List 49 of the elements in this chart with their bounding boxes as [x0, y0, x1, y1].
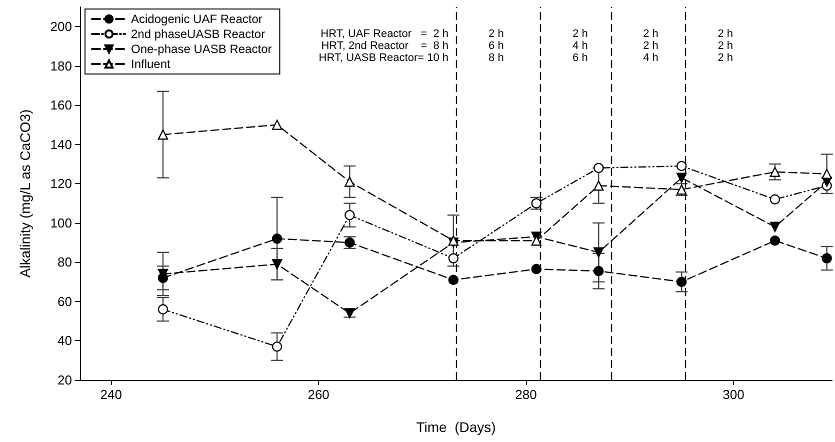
point [676, 276, 687, 287]
point [531, 264, 542, 274]
annotation: HRT, UAF Reactor = 2 h HRT, 2nd Reactor = 8 h HRT, UASB Reactor= 10 h [318, 28, 449, 64]
point [594, 162, 604, 174]
y-tick-label: 80 [58, 254, 72, 270]
x-tick-label: 300 [722, 387, 744, 402]
point [448, 274, 459, 285]
annotation: 2 h 2 h 4 h [643, 28, 658, 64]
annotation: 2 h 6 h 8 h [488, 28, 504, 64]
legend-label: One-phase UASB Reactor [131, 42, 272, 56]
x-tick-label: 280 [515, 387, 537, 402]
legend-label: 2nd phaseUASB Reactor [131, 27, 266, 41]
x-tick-label: 260 [308, 387, 330, 402]
y-tick-label: 200 [50, 19, 72, 34]
y-tick-label: 180 [50, 58, 72, 74]
point [770, 222, 780, 232]
point [676, 160, 687, 172]
point [594, 180, 604, 191]
annotation: 2 h 2 h 2 h [718, 28, 734, 64]
point [344, 176, 355, 187]
y-tick-label: 20 [58, 372, 72, 388]
point [770, 166, 780, 178]
point [158, 304, 168, 314]
point [272, 342, 282, 352]
y-axis-title: Alkalinity (mg/L as CaCO3) [17, 109, 33, 278]
point [448, 253, 459, 264]
point [594, 266, 604, 276]
legend-label: Acidogenic UAF Reactor [131, 12, 262, 26]
annotation: 2 h 4 h 6 h [572, 28, 588, 64]
point [272, 120, 282, 130]
point [676, 172, 687, 183]
point [594, 247, 604, 258]
point [822, 168, 832, 179]
point [770, 236, 780, 246]
y-tick-label: 100 [50, 215, 72, 230]
point [272, 259, 282, 270]
point [822, 253, 832, 264]
point [158, 130, 168, 140]
x-axis-title: Time (Days) [416, 419, 496, 435]
point [344, 210, 355, 220]
y-tick-label: 40 [58, 333, 72, 348]
y-tick-label: 120 [50, 176, 72, 192]
x-tick-label: 240 [100, 387, 122, 402]
y-tick-label: 160 [50, 98, 72, 113]
y-tick-label: 140 [50, 136, 72, 152]
y-tick-label: 60 [58, 294, 72, 309]
legend-label: Influent [131, 57, 172, 71]
point [272, 234, 282, 244]
point [770, 194, 780, 204]
